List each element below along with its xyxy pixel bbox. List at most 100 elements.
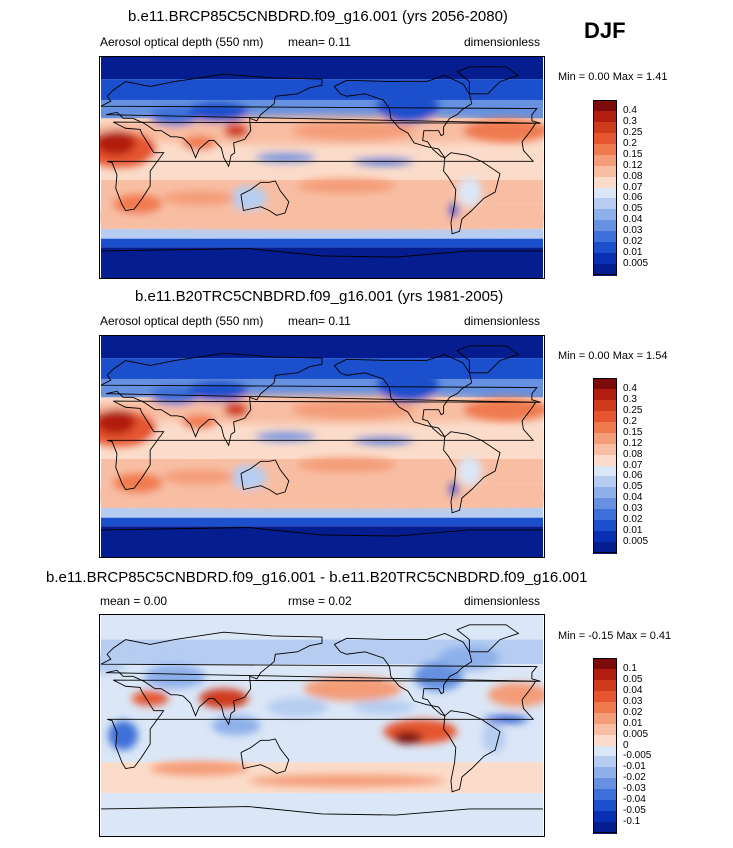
coastline: [456, 345, 520, 374]
panel1-mean-label: mean= 0.11: [288, 35, 351, 49]
field-blob: [254, 152, 316, 163]
panel3-mean-label: mean = 0.00: [100, 594, 168, 608]
coastline: [100, 527, 543, 537]
panel1-variable-label: Aerosol optical depth (550 nm): [100, 35, 264, 49]
colorbar-tick-label: 0.2: [623, 415, 637, 427]
colorbar-tick-label: 0.12: [623, 159, 643, 171]
colorbar-tick-label: 0.05: [623, 481, 643, 493]
colorbar-tick-label: -0.05: [623, 805, 646, 817]
map-field: [100, 57, 544, 278]
field-blob: [100, 483, 544, 508]
field-band: [101, 336, 543, 359]
field-blob: [463, 397, 544, 422]
coastline: [333, 74, 473, 159]
coastline: [240, 459, 290, 495]
panel1-map: [99, 56, 545, 279]
panel2-map: [99, 335, 545, 558]
colorbar-tick-label: 0.07: [623, 181, 643, 193]
field-band: [101, 507, 543, 518]
panel2-mean-label: mean= 0.11: [288, 314, 351, 328]
colorbar-tick-label: 0.04: [623, 684, 643, 696]
colorbar-tick-label: -0.005: [623, 750, 652, 762]
colorbar-tick-label: 0.06: [623, 470, 643, 482]
colorbar-tick-label: 0.15: [623, 148, 643, 160]
colorbar-tick-label: 0.3: [623, 393, 637, 405]
field-blob: [457, 177, 482, 207]
field-blob: [377, 367, 439, 403]
coastline: [100, 248, 543, 258]
colorbar-tick-label: 0.03: [623, 225, 643, 237]
field-band: [101, 79, 543, 100]
field-band: [101, 57, 543, 80]
colorbar-tick-label: 0.25: [623, 126, 643, 138]
colorbar-tick-label: 0.005: [623, 258, 649, 270]
field-band: [101, 517, 543, 527]
panel2-colorbar: 0.4 0.3 0.25 0.2 0.15 0.12 0.08 0.07 0.06 0.05 0.0…: [593, 378, 653, 554]
field-blob: [162, 469, 237, 485]
field-blob: [487, 682, 544, 708]
coastline: [107, 121, 537, 211]
field-band: [101, 228, 543, 239]
field-blob: [352, 699, 415, 715]
season-label: DJF: [584, 18, 626, 43]
colorbar-tick-label: 0.25: [623, 404, 643, 416]
colorbar-tick-label: 0.4: [623, 382, 637, 394]
coastline: [100, 73, 541, 168]
field-blob: [248, 774, 445, 787]
field-blob: [291, 120, 415, 141]
colorbar-tick-label: 0.3: [623, 115, 637, 127]
field-blob: [162, 190, 237, 206]
field-blob: [108, 720, 138, 751]
field-band: [101, 247, 543, 278]
colorbar-tick-label: 0.2: [623, 137, 637, 149]
coastlines: [100, 66, 543, 258]
colorbar-tick-label: 0.005: [623, 728, 649, 740]
coastline: [100, 352, 541, 447]
panel3-title: b.e11.BRCP85C5CNBDRD.f09_g16.001 - b.e11…: [46, 569, 588, 586]
panel3-units-label: dimensionless: [464, 594, 541, 608]
latitude-bands: [101, 336, 543, 557]
colorbar-tick-label: 0.02: [623, 514, 643, 526]
coastlines: [100, 345, 543, 537]
coastline: [107, 400, 537, 490]
coastline: [333, 353, 473, 438]
field-blob: [223, 123, 249, 139]
field-blob: [229, 464, 267, 490]
field-blob: [303, 676, 402, 701]
map-field: [100, 615, 544, 836]
panel2-variable-label: Aerosol optical depth (550 nm): [100, 314, 264, 328]
field-band: [101, 615, 543, 640]
coastline: [443, 431, 501, 514]
panel1-title: b.e11.BRCP85C5CNBDRD.f09_g16.001 (yrs 20…: [128, 8, 508, 25]
panel3-map: [99, 614, 545, 837]
colorbar-tick-label: 0.12: [623, 437, 643, 449]
coastline: [443, 152, 501, 235]
field-blob: [199, 688, 249, 709]
colorbar-tick-label: 0.05: [623, 673, 643, 685]
panel2-units-label: dimensionless: [464, 314, 541, 328]
field-blob: [131, 691, 169, 706]
field-blob: [100, 150, 544, 166]
colorbar-tick-label: -0.02: [623, 772, 646, 784]
panel3-rmse-label: rmse = 0.02: [288, 594, 352, 608]
panel3-colorbar: 0.1 0.05 0.04 0.03 0.02 0.01 0.005 0 -0.005 -0.01…: [593, 658, 653, 834]
colorbar-tick-label: 0.08: [623, 448, 643, 460]
colorbar-tick-label: -0.01: [623, 761, 646, 773]
colorbar-frame: [593, 378, 617, 553]
colorbar-tick-label: 0.005: [623, 536, 649, 548]
colorbar-frame: [593, 658, 617, 833]
field-blob: [182, 135, 217, 151]
field-band: [101, 793, 543, 836]
field-blob: [150, 761, 249, 776]
field-blob: [186, 381, 249, 402]
colorbar-tick-label: 0.1: [623, 662, 637, 674]
field-blob: [297, 178, 396, 194]
colorbar-tick-label: 0.04: [623, 492, 643, 504]
panel1-colorbar: 0.4 0.3 0.25 0.2 0.15 0.12 0.08 0.07 0.06 0.05 0.0…: [593, 100, 653, 276]
field-blob: [186, 102, 249, 123]
field-blobs: [100, 88, 544, 229]
panel1-units-label: dimensionless: [464, 35, 541, 49]
colorbar-tick-label: 0: [623, 739, 629, 751]
colorbar-tick-label: 0.4: [623, 104, 637, 116]
map-field: [100, 336, 544, 557]
